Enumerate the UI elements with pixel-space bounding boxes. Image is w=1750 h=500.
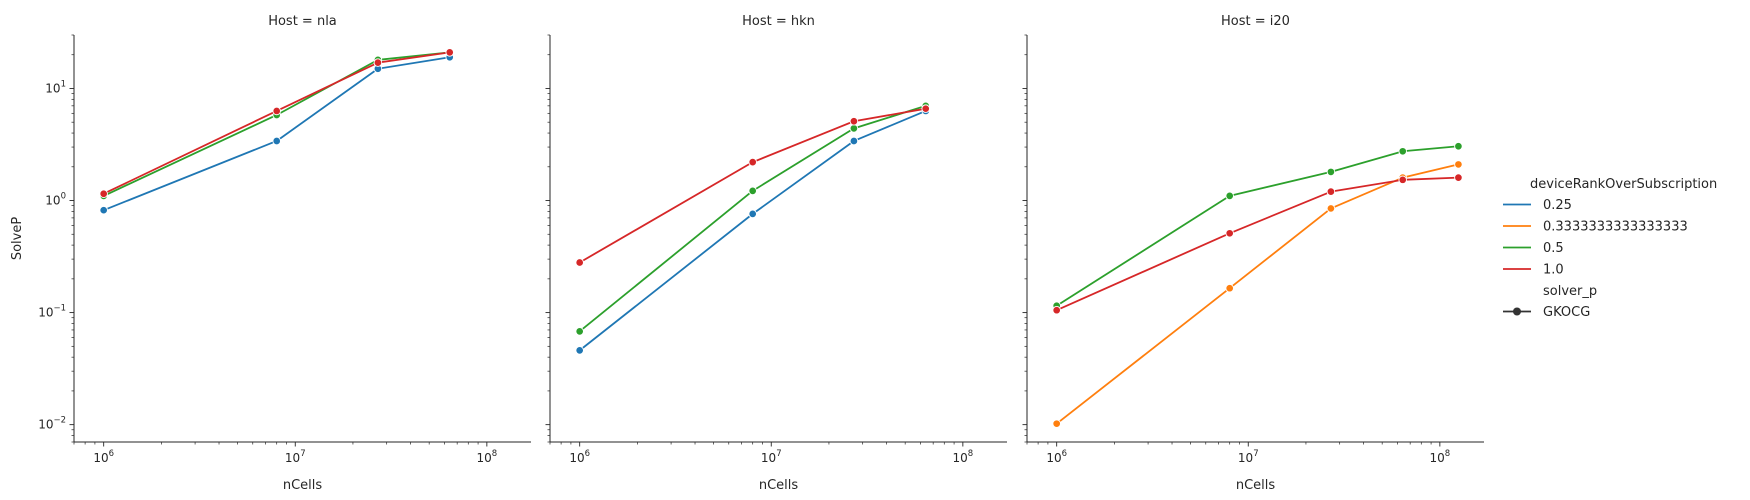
legend-entry-label: 0.25 bbox=[1543, 198, 1572, 213]
x-axis-label: nCells bbox=[759, 478, 799, 493]
legend-entry-label: 1.0 bbox=[1543, 263, 1564, 278]
series-line bbox=[103, 56, 450, 212]
series-line bbox=[1056, 176, 1459, 312]
data-point bbox=[1454, 160, 1463, 169]
series-line bbox=[1056, 145, 1459, 307]
legend: deviceRankOverSubscription 0.25 0.33333333… bbox=[1503, 177, 1717, 320]
legend-title: deviceRankOverSubscription bbox=[1530, 177, 1717, 192]
x-axis-label: nCells bbox=[1236, 478, 1276, 493]
data-point bbox=[272, 136, 281, 146]
facet-panel-0: Host = nla 106 107 108 10−2 10−1 100 101 nCells S… bbox=[10, 14, 531, 493]
x-tick-label: 106 bbox=[569, 449, 590, 465]
data-point bbox=[1052, 419, 1061, 428]
legend-style-title: solver_p bbox=[1543, 284, 1597, 299]
data-point bbox=[1225, 229, 1234, 238]
y-tick-label: 10−1 bbox=[38, 304, 66, 320]
x-tick-label: 108 bbox=[952, 449, 973, 465]
data-point bbox=[575, 327, 584, 336]
data-point bbox=[99, 205, 108, 215]
data-point bbox=[1454, 142, 1463, 151]
y-tick-label: 101 bbox=[45, 79, 66, 95]
data-point bbox=[748, 209, 757, 219]
y-tick-label: 100 bbox=[45, 192, 66, 208]
data-point bbox=[445, 48, 454, 57]
series-line bbox=[579, 104, 926, 333]
y-axis-label: SolveP bbox=[10, 217, 25, 261]
legend-entry-label: 0.3333333333333333 bbox=[1543, 220, 1688, 235]
series-line bbox=[1056, 163, 1459, 425]
data-point bbox=[272, 106, 281, 116]
data-point bbox=[575, 258, 584, 267]
legend-style-entry-label: GKOCG bbox=[1543, 305, 1590, 320]
x-axis-label: nCells bbox=[283, 478, 323, 493]
data-point bbox=[849, 116, 859, 126]
data-point bbox=[849, 136, 859, 146]
data-point bbox=[1326, 204, 1336, 213]
series-line bbox=[579, 110, 927, 352]
series-line bbox=[103, 51, 450, 195]
legend-entry-label: 0.5 bbox=[1543, 241, 1564, 256]
facet-panel-1: Host = hkn 106 107 108 nCells bbox=[545, 14, 1007, 493]
panel-title: Host = i20 bbox=[1221, 14, 1290, 29]
x-tick-label: 107 bbox=[761, 449, 782, 465]
data-point bbox=[1326, 187, 1336, 196]
x-tick-label: 106 bbox=[93, 449, 114, 465]
x-tick-label: 108 bbox=[476, 449, 497, 465]
data-point bbox=[748, 157, 757, 167]
panel-title: Host = hkn bbox=[742, 14, 815, 29]
data-point bbox=[1454, 173, 1463, 182]
facet-panel-2: Host = i20 106 107 108 nCells bbox=[1022, 14, 1484, 493]
data-point bbox=[575, 346, 584, 355]
data-point bbox=[1398, 175, 1407, 185]
data-point bbox=[1398, 147, 1407, 156]
data-point bbox=[748, 186, 757, 196]
series-line bbox=[579, 107, 926, 264]
data-point bbox=[373, 58, 383, 67]
data-point bbox=[1225, 191, 1234, 201]
data-point bbox=[849, 124, 859, 133]
x-tick-label: 107 bbox=[285, 449, 306, 465]
y-tick-label: 10−2 bbox=[38, 416, 66, 432]
legend-style-swatch-marker bbox=[1513, 307, 1521, 316]
x-tick-label: 106 bbox=[1046, 449, 1067, 465]
data-point bbox=[99, 189, 108, 198]
data-point bbox=[1052, 305, 1061, 315]
panel-title: Host = nla bbox=[268, 14, 337, 29]
data-point bbox=[921, 104, 930, 113]
data-point bbox=[1225, 283, 1234, 293]
x-tick-label: 108 bbox=[1429, 449, 1450, 465]
x-tick-label: 107 bbox=[1238, 449, 1259, 465]
data-point bbox=[1326, 167, 1336, 177]
series-line bbox=[103, 51, 450, 197]
